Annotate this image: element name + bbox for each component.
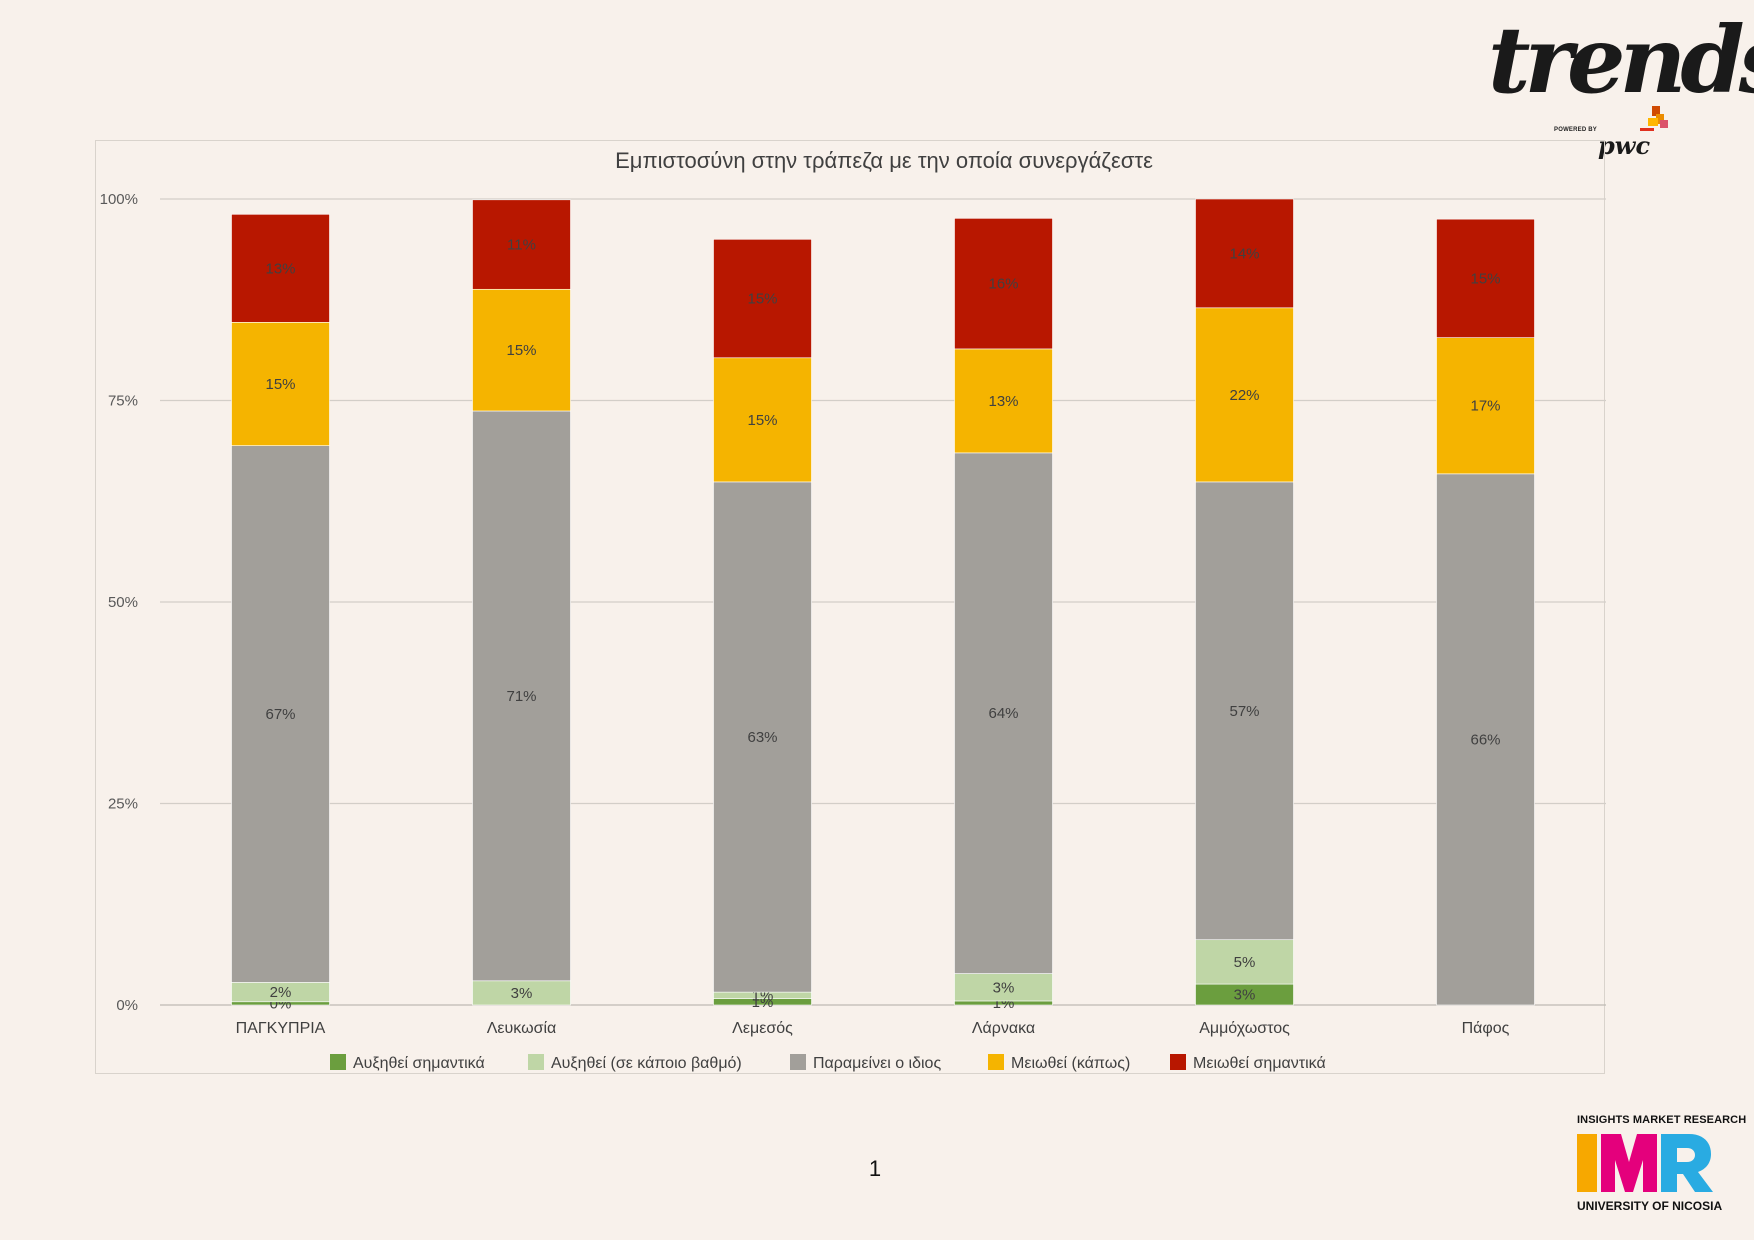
data-label: 16% [988, 276, 1018, 293]
data-label: 3% [1234, 987, 1256, 1004]
legend-swatch [330, 1054, 346, 1070]
imr-letters-icon [1577, 1134, 1713, 1192]
bar-segment [954, 452, 1053, 974]
legend-label: Μειωθεί σημαντικά [1193, 1055, 1326, 1072]
x-tick-label: Αμμόχωστος [1199, 1020, 1290, 1037]
chart-area: Εμπιστοσύνη στην τράπεζα με την οποία συ… [95, 140, 1606, 1074]
data-label: 71% [506, 688, 536, 705]
pwc-wordmark: pwc [1598, 131, 1651, 160]
trends-pwc-logo: trends POWERED BY pwc [1480, 14, 1754, 164]
x-tick-label: Λευκωσία [487, 1020, 557, 1037]
bar-segment [231, 322, 330, 446]
x-tick-label: Πάφος [1462, 1020, 1510, 1037]
x-tick-label: Λεμεσός [732, 1020, 793, 1037]
legend-swatch [1170, 1054, 1186, 1070]
data-label: 63% [747, 729, 777, 746]
data-label: 67% [265, 706, 295, 723]
y-tick-label: 0% [116, 997, 138, 1014]
pwc-logo-icon [1640, 106, 1668, 131]
data-label: 15% [1470, 270, 1500, 287]
bar-segment [954, 348, 1053, 454]
powered-by-label: POWERED BY [1554, 127, 1598, 133]
bar-segment [1195, 198, 1294, 309]
data-label: 15% [747, 412, 777, 429]
bar-segment [1195, 481, 1294, 941]
bar-segment [954, 973, 1053, 1002]
data-label: 5% [1234, 954, 1256, 971]
legend-swatch [988, 1054, 1004, 1070]
x-tick-label: ΠΑΓΚΥΠΡΙΑ [236, 1020, 326, 1037]
bar-segment [1436, 337, 1535, 475]
data-label: 17% [1470, 398, 1500, 415]
bar-segment [713, 357, 812, 483]
y-tick-label: 100% [100, 191, 138, 208]
legend-swatch [528, 1054, 544, 1070]
y-tick-label: 75% [108, 393, 138, 410]
imr-top-text: INSIGHTS MARKET RESEARCH [1577, 1114, 1747, 1126]
data-label: 14% [1229, 245, 1259, 262]
data-label: 57% [1229, 703, 1259, 720]
trends-wordmark: trends [1488, 6, 1754, 114]
data-label: 66% [1470, 731, 1500, 748]
data-label: 64% [988, 705, 1018, 722]
imr-logo: INSIGHTS MARKET RESEARCH UNIVERSITY OF N… [1572, 1114, 1746, 1214]
stacked-bar-chart: Εμπιστοσύνη στην τράπεζα με την οποία συ… [100, 148, 1606, 1072]
chart-title: Εμπιστοσύνη στην τράπεζα με την οποία συ… [615, 148, 1153, 173]
page-number: 1 [868, 1156, 882, 1181]
bar-segment [231, 445, 330, 983]
bar-segment [1195, 307, 1294, 483]
data-label: 3% [511, 985, 533, 1002]
data-label: 2% [270, 984, 292, 1001]
y-tick-label: 25% [108, 796, 138, 813]
bar-segment [472, 199, 571, 290]
bar-segment [1436, 473, 1535, 1006]
legend-label: Μειωθεί (κάπως) [1011, 1055, 1130, 1072]
data-label: 15% [265, 376, 295, 393]
legend-label: Αυξηθεί σημαντικά [353, 1055, 485, 1072]
y-tick-label: 50% [108, 594, 138, 611]
bar-segment [472, 980, 571, 1006]
data-label: 22% [1229, 387, 1259, 404]
data-label: 13% [988, 393, 1018, 410]
bar-segment [231, 214, 330, 323]
data-label: 13% [265, 260, 295, 277]
bar-segment [713, 239, 812, 359]
imr-bottom-text: UNIVERSITY OF NICOSIA [1577, 1199, 1723, 1213]
data-label: 15% [747, 291, 777, 308]
data-label: 11% [507, 237, 536, 254]
data-label: 15% [506, 342, 536, 359]
x-tick-label: Λάρνακα [972, 1020, 1035, 1037]
bar-segment [954, 218, 1053, 350]
bar-segment [1436, 218, 1535, 338]
legend-label: Αυξηθεί (σε κάποιο βαθμό) [551, 1055, 742, 1072]
bar-segment [472, 410, 571, 982]
data-label: 3% [993, 979, 1015, 996]
bar-segment [1195, 939, 1294, 985]
legend-swatch [790, 1054, 806, 1070]
legend-label: Παραμείνει ο ιδιος [813, 1055, 941, 1072]
